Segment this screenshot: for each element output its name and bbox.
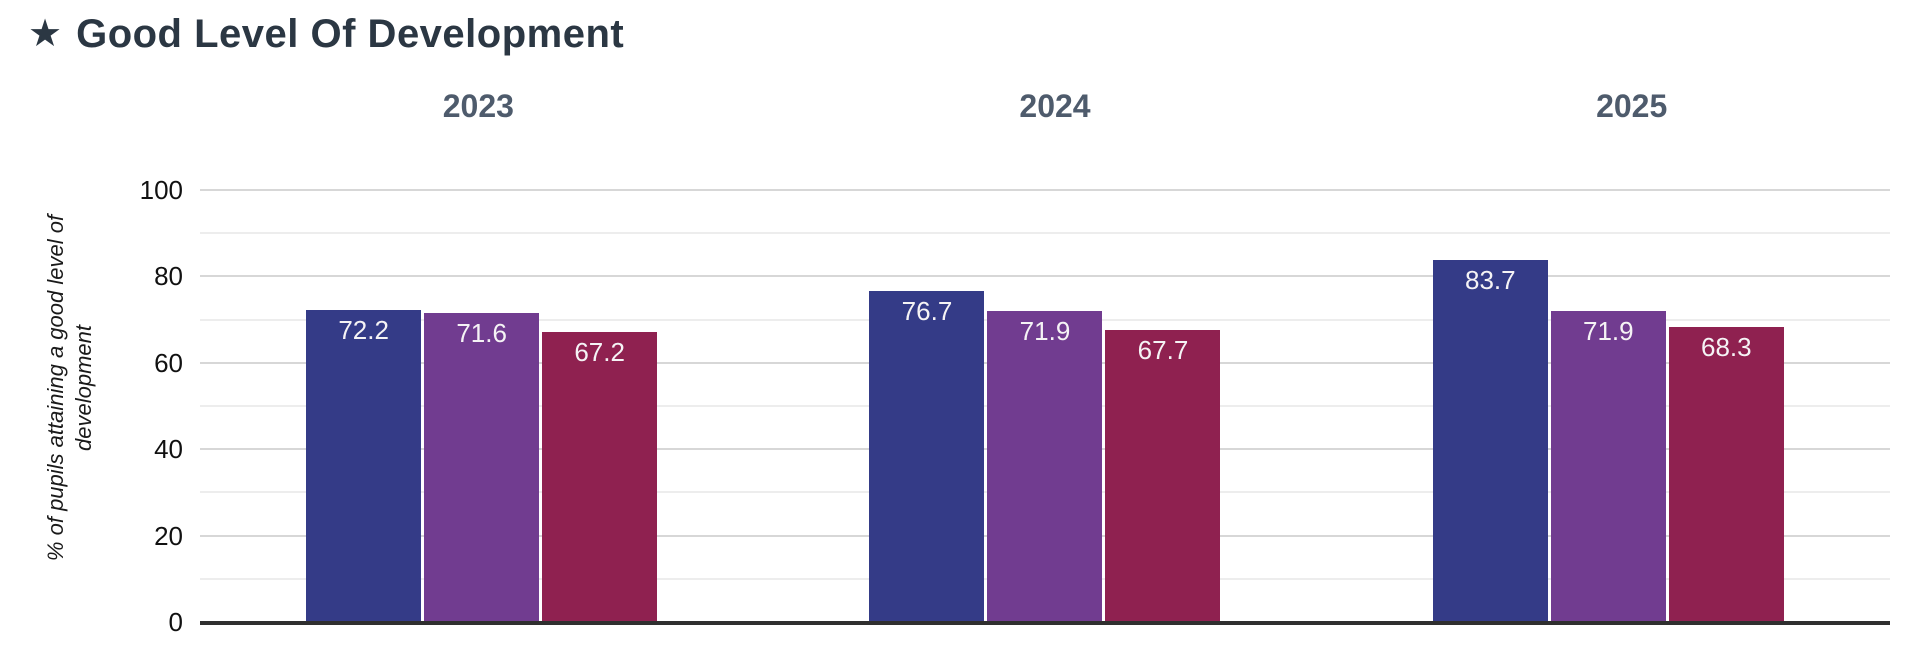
plot-area: 72.2 71.6 67.2 76.7 71.9 67.7 83.7 71.9 68.3 <box>200 189 1890 625</box>
bar-value-label: 68.3 <box>1701 331 1752 362</box>
y-tick-label-100: 100 <box>139 175 183 205</box>
bar-2025-series-crimson: 68.3 <box>1668 326 1784 622</box>
y-tick-label-20: 20 <box>154 520 183 551</box>
bar-group-2023: 72.2 71.6 67.2 <box>200 190 763 622</box>
bar-2024-series-purple: 71.9 <box>987 311 1103 622</box>
bar-value-label: 71.9 <box>1019 316 1071 347</box>
bar-2025-series-indigo: 83.7 <box>1432 260 1548 622</box>
group-header-row: 2023 2024 2025 <box>190 86 1920 126</box>
bar-value-label: 71.6 <box>456 317 507 348</box>
y-tick-label-60: 60 <box>154 347 183 378</box>
y-tick-label-80: 80 <box>154 261 183 292</box>
bar-2023-series-purple: 71.6 <box>424 312 540 622</box>
group-header-2024: 2024 <box>1019 88 1091 124</box>
bar-2023-series-crimson: 67.2 <box>542 331 658 622</box>
y-tick-label-0: 0 <box>168 607 183 637</box>
bar-row-2023: 72.2 71.6 67.2 <box>306 310 658 622</box>
x-axis-line <box>200 621 1890 625</box>
star-icon: ★ <box>28 13 63 55</box>
group-header-2023: 2023 <box>442 88 514 124</box>
bar-value-label: 67.7 <box>1137 334 1189 365</box>
bar-group-2024: 76.7 71.9 67.7 <box>763 190 1326 622</box>
gridline-90 <box>200 232 1890 235</box>
bar-2024-series-crimson: 67.7 <box>1105 329 1221 622</box>
bar-row-2025: 83.7 71.9 68.3 <box>1432 260 1784 622</box>
bar-value-label: 71.9 <box>1583 316 1634 347</box>
gridline-100 <box>200 189 1890 191</box>
gridline-80 <box>200 275 1890 278</box>
y-tick-label-40: 40 <box>154 434 183 465</box>
bar-value-label: 83.7 <box>1465 265 1516 296</box>
bar-row-2024: 76.7 71.9 67.7 <box>869 290 1221 622</box>
bar-value-label: 72.2 <box>338 315 389 346</box>
bar-value-label: 76.7 <box>901 295 953 326</box>
chart-title-row: ★ Good Level Of Development <box>28 10 624 58</box>
bar-2024-series-indigo: 76.7 <box>869 290 985 622</box>
bar-group-2025: 83.7 71.9 68.3 <box>1327 190 1890 622</box>
page-title: Good Level Of Development <box>76 12 625 56</box>
bar-2023-series-indigo: 72.2 <box>306 310 422 622</box>
group-header-2025: 2025 <box>1596 88 1668 124</box>
bar-value-label: 67.2 <box>574 336 625 367</box>
bar-2025-series-purple: 71.9 <box>1550 311 1666 622</box>
